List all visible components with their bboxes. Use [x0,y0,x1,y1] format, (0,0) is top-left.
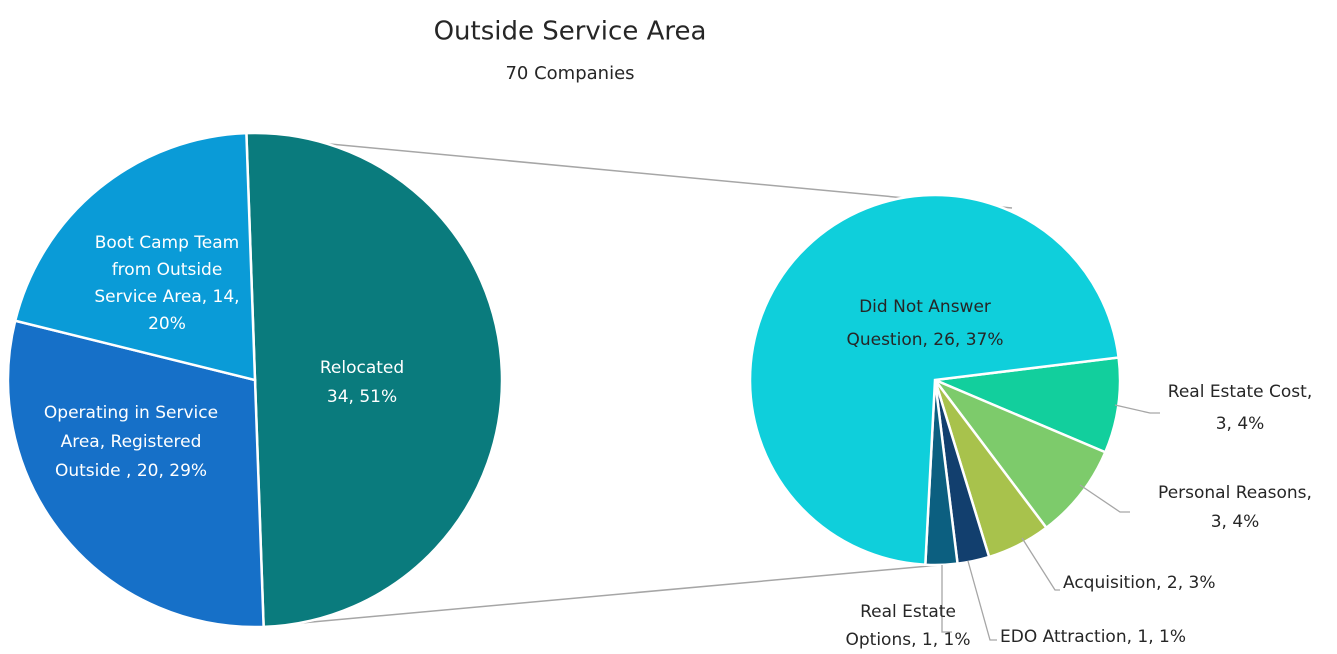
connector-line [244,135,1013,209]
leader-line [941,565,952,633]
data-label: Relocated [320,358,404,378]
leader-line [1021,537,1060,591]
data-label: Outside , 20, 29% [55,461,207,481]
pie-slice [13,131,257,382]
chart-title: Outside Service Area [434,17,707,47]
connector-line [289,564,941,625]
data-label: Operating in Service [44,403,218,423]
data-label: Personal Reasons, [1158,483,1312,503]
data-label: Acquisition, 2, 3% [1063,573,1216,593]
data-label: Question, 26, 37% [846,330,1003,350]
pie-slice [245,131,504,629]
data-label: 3, 4% [1211,512,1260,532]
pie-slice [931,377,1107,530]
data-label: 3, 4% [1216,414,1265,434]
leader-line [1114,404,1160,414]
data-label: Did Not Answer [859,297,991,317]
data-label: Real Estate [860,602,956,622]
leader-line [967,560,997,641]
data-label: Boot Camp Team [95,233,240,253]
data-label: EDO Attraction, 1, 1% [1000,627,1186,647]
data-label: Service Area, 14, [94,287,239,307]
data-label: Real Estate Cost, [1168,382,1312,402]
data-label: Area, Registered [61,432,202,452]
data-label: 34, 51% [327,387,397,407]
pie-slice [748,193,1121,567]
leader-line [1079,484,1130,513]
data-label: from Outside [112,260,223,280]
pie-slice [6,319,265,629]
chart-subtitle: 70 Companies [505,63,634,84]
data-label: Options, 1, 1% [846,630,971,650]
data-label: 20% [148,314,186,334]
